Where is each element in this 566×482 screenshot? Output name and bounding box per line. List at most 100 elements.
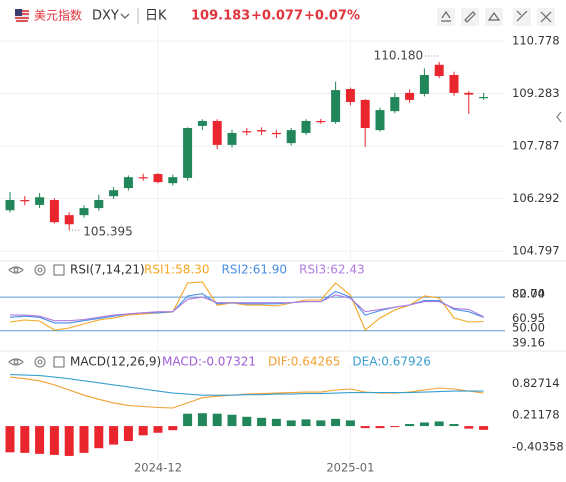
histogram-bar	[242, 416, 252, 427]
macd-icons[interactable]	[8, 356, 65, 368]
toolbar[interactable]	[437, 8, 555, 26]
histogram-bar	[286, 420, 296, 427]
x-tick-label: 2025-01	[326, 461, 374, 475]
y-tick-label: 0.82714	[512, 376, 560, 390]
histogram-bar	[153, 426, 163, 433]
index-code[interactable]: DXY	[92, 9, 119, 24]
y-tick-label: 110.778	[512, 33, 560, 47]
candle-body	[212, 120, 222, 145]
histogram-bar	[390, 426, 400, 428]
candle-body	[419, 74, 429, 94]
dropdown-arrow[interactable]	[120, 13, 130, 19]
histogram-bar	[479, 426, 489, 430]
candle-body	[479, 96, 489, 99]
legend-entry: MACD:-0.07321	[162, 355, 256, 369]
legend-entry: RSI1:58.30	[144, 263, 210, 277]
histogram-bar	[109, 426, 119, 445]
y-tick-label: 82.74	[512, 287, 545, 301]
candle-body	[434, 64, 444, 77]
x-tick-label: 2024-12	[134, 461, 182, 475]
candle-body	[5, 200, 15, 211]
histogram-bar	[123, 426, 133, 442]
line-series	[9, 374, 484, 396]
histogram-bar	[49, 426, 59, 455]
flag-icon	[15, 9, 29, 23]
rsi-icons[interactable]	[8, 264, 65, 276]
candle-body	[464, 92, 474, 95]
histogram-bar	[227, 414, 237, 427]
collapse-arrow[interactable]	[556, 111, 562, 123]
legend-entry: DIF:0.64265	[268, 355, 340, 369]
indicator-title: MACD(12,26,9)	[70, 355, 161, 369]
candle-body	[242, 131, 252, 133]
candle-body	[123, 177, 133, 189]
low-annotation: 105.395	[83, 225, 133, 239]
line-series	[10, 294, 484, 322]
histogram-bar	[331, 418, 341, 427]
candle-body	[375, 110, 385, 131]
histogram-bar	[64, 426, 74, 456]
candle-body	[197, 120, 207, 126]
candle-body	[271, 132, 281, 135]
candle-body	[20, 200, 30, 202]
candle-body	[390, 97, 400, 112]
y-tick-label: 107.787	[512, 139, 560, 153]
y-tick-label: 104.797	[512, 244, 560, 258]
histogram-bar	[257, 417, 267, 427]
candle-body	[64, 215, 74, 225]
candle-body	[94, 200, 104, 209]
histogram-bar	[419, 422, 429, 427]
y-tick-label: 0.21178	[512, 408, 560, 422]
histogram-bar	[94, 426, 104, 449]
histogram-bar	[464, 426, 474, 429]
candle-body	[301, 120, 311, 133]
candle-body	[257, 130, 267, 132]
histogram-bar	[20, 426, 30, 453]
histogram-bar	[345, 420, 355, 427]
level-label: 80.00	[512, 287, 545, 301]
candle-body	[227, 132, 237, 145]
histogram-bar	[434, 421, 444, 427]
candle-body	[49, 200, 59, 223]
legend-entry: DEA:0.67926	[352, 355, 431, 369]
candle-body	[286, 130, 296, 144]
histogram-bar	[5, 426, 15, 453]
candle-body	[138, 177, 148, 179]
price: 109.183	[191, 9, 250, 24]
candle-body	[405, 92, 415, 100]
y-tick-label: -0.40358	[512, 439, 564, 453]
histogram-bar	[35, 426, 45, 454]
candle-body	[345, 89, 355, 103]
candle-body	[153, 174, 163, 183]
legend-entry: RSI3:62.43	[299, 263, 365, 277]
histogram-bar	[405, 424, 415, 427]
candle-body	[168, 177, 178, 184]
histogram-bar	[183, 413, 193, 427]
candle-body	[183, 128, 193, 178]
candle-body	[79, 208, 89, 216]
histogram-bar	[138, 426, 148, 436]
candle-body	[449, 74, 459, 93]
legend-entry: RSI2:61.90	[222, 263, 288, 277]
period[interactable]: 日K	[145, 9, 167, 24]
y-tick-label: 106.292	[512, 191, 560, 205]
histogram-bar	[271, 418, 281, 427]
candle-body	[109, 190, 119, 197]
y-tick-label: 60.95	[512, 311, 545, 325]
y-tick-label: 109.283	[512, 86, 560, 100]
histogram-bar	[375, 426, 385, 429]
candle-body	[35, 197, 45, 205]
candle-body	[316, 120, 326, 123]
histogram-bar	[449, 424, 459, 427]
histogram-bar	[212, 413, 222, 427]
histogram-bar	[316, 420, 326, 427]
histogram-bar	[168, 426, 178, 431]
histogram-bar	[360, 426, 370, 429]
change: +0.077	[251, 9, 303, 24]
change-pct: +0.07%	[304, 9, 360, 24]
y-tick-label: 39.16	[512, 335, 545, 349]
histogram-bar	[301, 419, 311, 427]
candle-body	[331, 90, 341, 123]
